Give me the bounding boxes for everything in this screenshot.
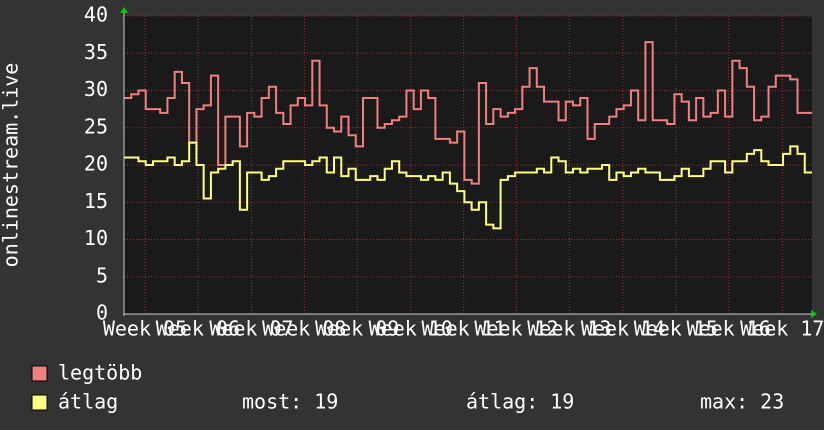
x-tick-label: Week 10: [369, 317, 453, 341]
stat-label: átlag:: [466, 390, 538, 414]
y-tick-label: 0: [96, 301, 108, 325]
y-tick-label: 20: [84, 152, 108, 176]
y-tick-label: 10: [84, 226, 108, 250]
series-line: [124, 141, 812, 230]
x-tick-label: Week 14: [581, 317, 665, 341]
y-tick-label: 25: [84, 114, 108, 138]
legend-label: átlag: [58, 390, 118, 414]
y-tick-label: 40: [84, 3, 108, 27]
stat-label: most:: [242, 390, 302, 414]
x-tick-label: Week 07: [209, 317, 293, 341]
x-tick-label: Week 11: [422, 317, 506, 341]
stat-label: max:: [700, 390, 748, 414]
legend-swatch: [31, 365, 48, 382]
y-arrow: [120, 7, 128, 13]
legend: legtöbb átlag most: 19 átlag: 19 max: 23: [31, 361, 784, 414]
y-tick-label: 5: [96, 263, 108, 287]
x-tick-label: Week 13: [527, 317, 611, 341]
y-tick-label: 35: [84, 40, 108, 64]
y-axis-label: onlinestream.live: [0, 63, 23, 268]
x-tick-label: Week 09: [315, 317, 399, 341]
x-arrow: [811, 310, 817, 318]
legend-swatch: [31, 394, 48, 411]
x-tick-label: Week 05: [103, 317, 187, 341]
x-tick-label: Week 16: [687, 317, 771, 341]
series-line: [124, 41, 812, 185]
lines: [124, 41, 812, 230]
x-tick-label: Week 17: [740, 317, 824, 341]
x-tick-label: Week 06: [156, 317, 240, 341]
stat-value: 23: [760, 390, 784, 414]
stat-value: 19: [314, 390, 338, 414]
y-tick-label: 15: [84, 189, 108, 213]
x-tick-label: Week 08: [262, 317, 346, 341]
y-tick-label: 30: [84, 77, 108, 101]
stat-value: 19: [550, 390, 574, 414]
x-tick-label: Week 12: [474, 317, 558, 341]
legend-label: legtöbb: [58, 361, 142, 385]
x-tick-label: Week 15: [634, 317, 718, 341]
